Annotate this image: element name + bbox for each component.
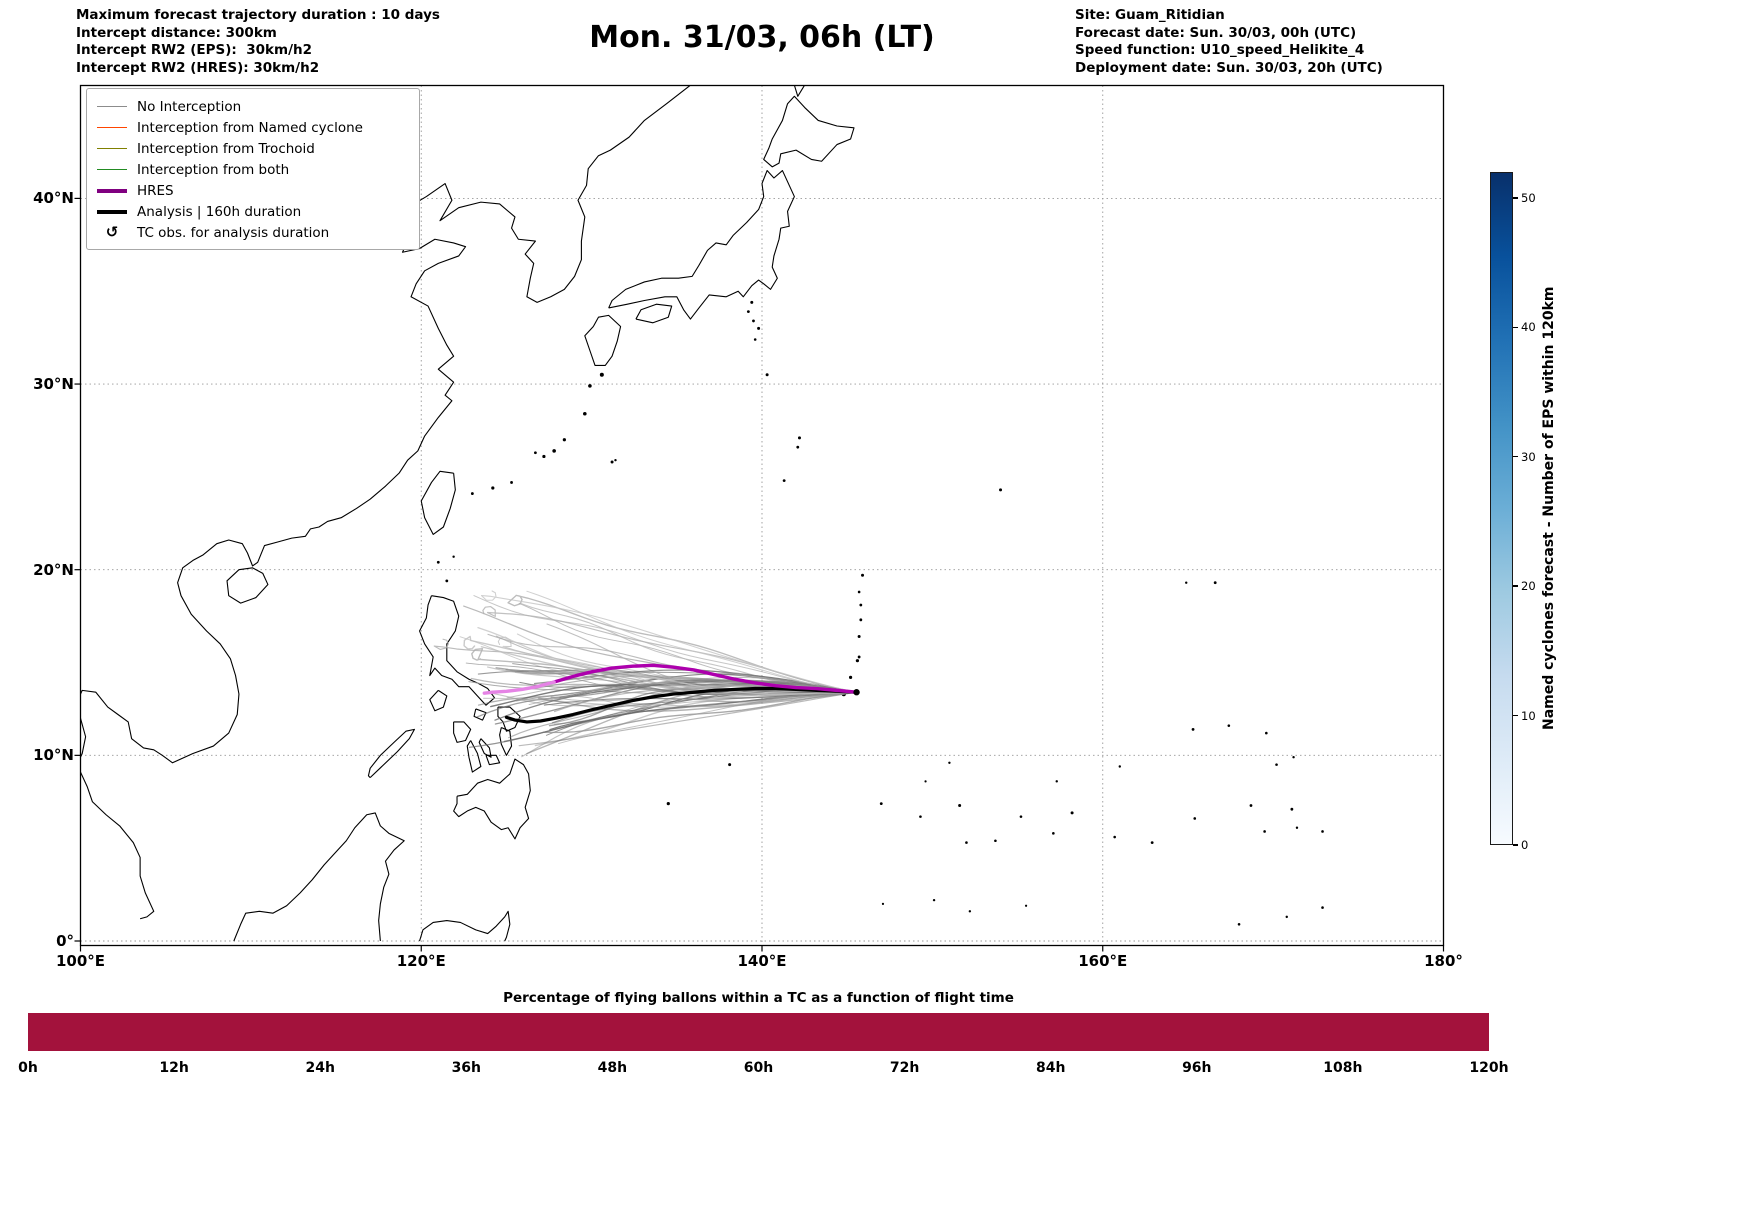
axis-tick-marks [74, 197, 1445, 952]
flight-time-tick-label: 72h [889, 1060, 920, 1076]
legend-item-label: Interception from Named cyclone [137, 119, 363, 136]
run-config-block: Maximum forecast trajectory duration : 1… [76, 7, 440, 77]
legend-item-label: Interception from Trochoid [137, 140, 315, 157]
legend-item: Interception from Trochoid [97, 138, 409, 159]
colorbar-tick-mark [1513, 326, 1518, 329]
colorbar-tick-label: 0 [1521, 838, 1529, 852]
colorbar-tick-mark [1513, 197, 1518, 199]
map-legend: No Interception Interception from Named c… [86, 88, 420, 250]
flight-time-tick-label: 108h [1323, 1060, 1363, 1076]
flight-time-tick-label: 60h [743, 1060, 774, 1076]
coastlines [80, 85, 855, 942]
colorbar-tick-label: 20 [1521, 579, 1536, 594]
legend-item-label: Analysis | 160h duration [137, 203, 302, 220]
legend-line-swatch [97, 105, 127, 108]
intercept-rw2-hres-line: Intercept RW2 (HRES): 30km/h2 [76, 59, 320, 76]
hres-track-west [482, 680, 556, 695]
max-duration-line: Maximum forecast trajectory duration : 1… [76, 7, 440, 23]
flight-time-tick-label: 96h [1182, 1060, 1212, 1076]
flight-time-tick-label: 12h [159, 1060, 189, 1076]
site-line: Site: Guam_Ritidian [1075, 7, 1225, 23]
x-axis-tick-label: 160°E [1078, 952, 1128, 970]
legend-item: No Interception [97, 96, 409, 117]
valid-time-title: Mon. 31/03, 06h (LT) [589, 20, 935, 55]
x-axis-tick-label: 100°E [55, 952, 106, 970]
flight-time-bar-axis [28, 1013, 1489, 1051]
legend-item: Interception from both [97, 159, 409, 180]
legend-item-label: HRES [137, 182, 174, 199]
hres-track [552, 663, 859, 694]
legend-item: Analysis | 160h duration [97, 201, 409, 222]
island-dots [436, 300, 1324, 926]
colorbar-tick-label: 40 [1521, 320, 1536, 335]
site-info-block: Site: Guam_Ritidian Forecast date: Sun. … [1075, 7, 1383, 77]
legend-line-swatch [97, 147, 127, 150]
colorbar-tick-mark [1513, 714, 1518, 717]
flight-time-tick-label: 0h [18, 1060, 38, 1076]
tc-percentage-bar [28, 1013, 1489, 1051]
deployment-date-line: Deployment date: Sun. 30/03, 20h (UTC) [1075, 59, 1383, 76]
deployment-marker [853, 689, 860, 696]
flight-time-tick-label: 24h [305, 1060, 335, 1076]
colorbar-tick-label: 10 [1521, 708, 1536, 723]
flight-time-tick-label: 48h [597, 1060, 628, 1076]
legend-item-label: Interception from both [137, 161, 290, 178]
legend-item-label: No Interception [137, 98, 242, 115]
x-axis-tick-label: 140°E [737, 952, 787, 970]
flight-time-tick-label: 36h [451, 1060, 482, 1076]
legend-line-swatch [97, 188, 127, 193]
eps-trajectories [433, 590, 858, 758]
colorbar-tick-label: 30 [1521, 449, 1536, 464]
colorbar-tick-mark [1513, 585, 1518, 587]
colorbar-tick-mark [1513, 844, 1518, 846]
y-axis-tick-label: 10°N [33, 746, 74, 765]
y-axis-tick-label: 40°N [33, 189, 74, 208]
grid-lines [80, 85, 1444, 946]
x-axis-tick-label: 120°E [396, 952, 446, 970]
legend-item: HRES [97, 180, 409, 201]
legend-item-label: TC obs. for analysis duration [137, 224, 330, 241]
colorbar-gradient [1490, 172, 1513, 845]
analysis-track [504, 686, 859, 724]
flight-time-tick-label: 120h [1469, 1060, 1509, 1076]
legend-line-swatch [97, 209, 127, 214]
y-axis-tick-label: 0° [56, 932, 74, 950]
colorbar-tick-mark [1513, 455, 1518, 458]
legend-line-swatch [97, 126, 127, 129]
colorbar-tick-label: 50 [1521, 190, 1536, 205]
legend-item-tc-obs: ↺ TC obs. for analysis duration [97, 222, 409, 243]
speed-function-line: Speed function: U10_speed_Helikite_4 [1075, 42, 1365, 58]
intercept-rw2-eps-line: Intercept RW2 (EPS): 30km/h2 [76, 42, 312, 58]
bottom-chart-title: Percentage of flying ballons within a TC… [503, 990, 1014, 1006]
y-axis-tick-label: 30°N [33, 375, 74, 394]
x-axis-tick-label: 180° [1424, 952, 1463, 970]
y-axis-tick-label: 20°N [33, 560, 74, 579]
legend-line-swatch [97, 168, 127, 171]
tc-obs-icon: ↺ [105, 223, 119, 241]
colorbar-title: Named cyclones forecast - Number of EPS … [1541, 286, 1557, 731]
intercept-distance-line: Intercept distance: 300km [76, 24, 277, 41]
flight-time-tick-label: 84h [1035, 1060, 1066, 1076]
legend-item: Interception from Named cyclone [97, 117, 409, 138]
forecast-date-line: Forecast date: Sun. 30/03, 00h (UTC) [1075, 24, 1357, 41]
